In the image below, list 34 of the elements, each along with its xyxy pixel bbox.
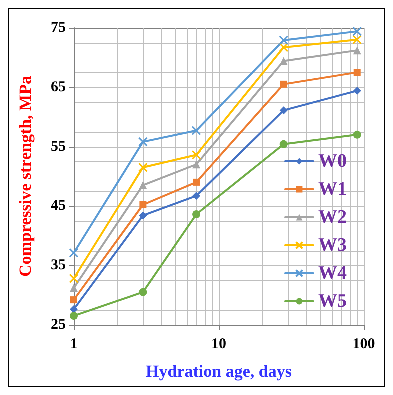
legend-label: W1 — [318, 179, 347, 200]
legend-label: W4 — [318, 263, 348, 284]
y-tick-label: 55 — [51, 138, 66, 155]
y-tick-label: 35 — [51, 258, 66, 274]
point — [139, 288, 148, 296]
y-tick-label: 25 — [51, 317, 66, 333]
point — [280, 80, 288, 88]
x-axis-title: Hydration age, days — [146, 362, 292, 381]
point — [279, 42, 289, 52]
x-tick-label: 10 — [212, 336, 226, 352]
legend-label: W0 — [318, 151, 347, 172]
x-tick-label: 100 — [352, 336, 376, 352]
point — [140, 202, 147, 209]
y-tick-label: 75 — [51, 20, 66, 36]
y-axis-title: Compressive strength, MPa — [16, 76, 35, 277]
x-tick-label: 1 — [70, 336, 78, 352]
point — [138, 137, 148, 147]
point — [139, 212, 148, 220]
y-tick-label: 65 — [51, 79, 66, 96]
point — [280, 57, 288, 66]
point — [70, 296, 78, 304]
point — [138, 162, 148, 172]
point — [280, 140, 288, 148]
point — [70, 312, 78, 320]
point — [280, 106, 288, 115]
legend-label: W2 — [318, 207, 347, 228]
point — [70, 284, 78, 292]
legend-label: W5 — [318, 291, 347, 312]
point — [69, 248, 79, 258]
point — [139, 181, 148, 190]
point — [69, 274, 79, 284]
y-tick-label: 45 — [51, 198, 66, 214]
legend-label: W3 — [318, 235, 347, 256]
point — [279, 36, 289, 46]
